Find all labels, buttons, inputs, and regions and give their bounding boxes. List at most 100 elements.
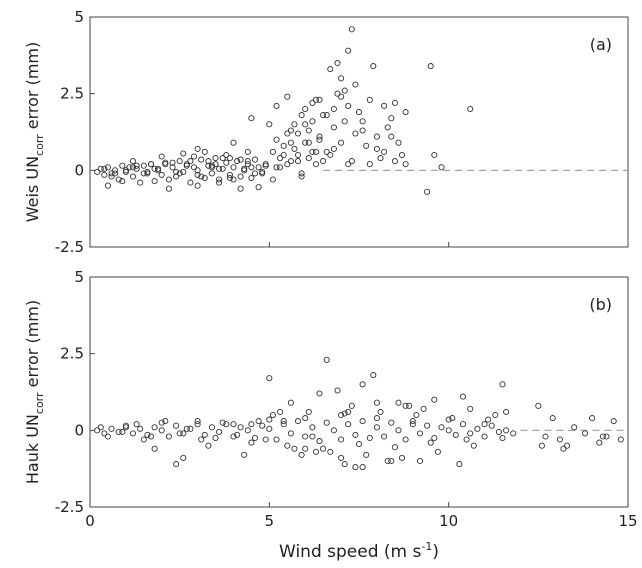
panel-b-data-point: [409, 421, 416, 428]
panel-b-data-point: [445, 416, 452, 423]
panel-a-data-point: [241, 165, 248, 172]
panel-a-data-point: [169, 159, 176, 166]
panel-a-data-point: [244, 161, 251, 168]
panel-b-data-point: [452, 431, 459, 438]
panel-a-data-point: [327, 66, 334, 73]
panel-b-data-point: [234, 431, 241, 438]
panel-b-data-point: [599, 433, 606, 440]
panel-a-data-point: [398, 151, 406, 159]
panel-a-data-point: [190, 153, 198, 160]
panel-b-data-point: [266, 425, 273, 432]
panel-a-data-point: [323, 112, 330, 119]
panel-a-data-point: [151, 178, 158, 185]
panel-a-data-point: [388, 133, 395, 140]
panel-a-ytick-label: 5: [74, 8, 84, 26]
panel-a-y-axis-label: Weis UNcorr error (mm): [23, 42, 46, 222]
panel-a-data-point: [194, 182, 201, 189]
panel-a-data-point: [162, 161, 169, 168]
panel-a-data-point: [377, 155, 384, 162]
panel-b-data-point: [323, 419, 330, 426]
panel-a-data-point: [287, 158, 294, 165]
panel-b-data-point: [201, 431, 208, 438]
panel-a-data-point: [226, 155, 233, 162]
panel-a-data-point: [388, 115, 395, 122]
panel-a-data-point: [391, 158, 398, 165]
panel-b-data-point: [280, 421, 287, 428]
panel-b-data-point: [366, 434, 373, 442]
panel-a-data-point: [438, 164, 445, 171]
panel-a-data-point: [180, 168, 187, 175]
panel-a-data-point: [284, 161, 291, 168]
panel-b-data-point: [158, 427, 165, 434]
panel-a-data-point: [316, 96, 323, 103]
panel-b-data-point: [298, 451, 305, 458]
panel-b-data-point: [122, 424, 129, 431]
panel-b-data-point: [388, 419, 395, 426]
panel-b-data-point: [338, 454, 345, 461]
panel-b-data-point: [463, 436, 470, 443]
panel-b-data-point: [395, 427, 402, 434]
panel-a-data-point: [309, 118, 316, 125]
panel-b-data-point: [327, 448, 334, 455]
panel-b-data-point: [309, 424, 316, 431]
panel-a-data-point: [187, 158, 194, 165]
panel-a-data-point: [244, 158, 251, 165]
panel-b-hauk-scatter: 52.50-2.50 5 10 15 (b) Hauk UNcorr error (m…: [23, 268, 638, 530]
panel-a-data-point: [352, 81, 359, 88]
panel-b-data-point: [212, 434, 219, 442]
panel-a-data-point: [338, 93, 345, 100]
panel-a-data-point: [230, 139, 237, 146]
panel-a-data-point: [255, 184, 262, 191]
panel-b-ticks: 52.50-2.50 5 10 15: [55, 268, 638, 530]
panel-b-data-point: [535, 402, 542, 409]
panel-b-data-point: [563, 442, 571, 449]
panel-a-data-point: [101, 171, 108, 178]
panel-a-data-point: [348, 158, 355, 165]
panel-b-data-point: [409, 418, 416, 425]
panel-a-data-point: [402, 109, 409, 116]
panel-a-data-point: [284, 93, 291, 100]
panel-a-data-point: [137, 179, 144, 186]
panel-b-data-point: [431, 396, 438, 403]
panel-a-ytick-label: -2.5: [55, 238, 84, 256]
panel-a-data-point: [291, 145, 298, 152]
panel-a-data-point: [370, 63, 377, 70]
panel-a-data-point: [294, 151, 302, 159]
panel-a-data-point: [212, 161, 219, 168]
panel-b-data-point: [194, 421, 201, 428]
panel-b-data-point: [266, 375, 273, 382]
panel-a-data-point: [305, 139, 312, 146]
panel-a-data-point: [151, 165, 158, 172]
panel-a-data-point: [266, 121, 273, 128]
panel-b-data-point: [542, 433, 549, 440]
panel-b-data-point: [129, 430, 137, 437]
panel-a-data-point: [219, 165, 226, 172]
panel-a-data-point: [287, 139, 294, 146]
panel-a-data-point: [208, 164, 215, 171]
panel-b-data-point: [445, 427, 452, 434]
panel-b-data-point: [173, 422, 180, 429]
panel-b-data-point: [345, 421, 352, 428]
panel-a-data-point: [298, 170, 305, 177]
panel-a-data-point: [348, 26, 355, 33]
panel-b-data-point: [413, 411, 420, 419]
panel-b-data-point: [241, 451, 248, 458]
panel-b-data-point: [467, 405, 474, 412]
panel-a-data-point: [115, 176, 122, 183]
panel-b-data-point: [589, 415, 596, 422]
panel-b-data-point: [280, 418, 287, 425]
panel-a-data-point: [122, 167, 129, 174]
panel-b-data-point: [495, 428, 502, 435]
panel-a-data-point: [198, 173, 205, 180]
panel-b-data-point: [137, 425, 144, 432]
panel-a-data-point: [309, 148, 316, 155]
panel-b-data-point: [312, 448, 320, 455]
panel-a-data-point: [230, 176, 237, 183]
panel-a-data-point: [180, 150, 187, 157]
panel-b-data-point: [248, 421, 255, 428]
panel-b-data-point: [162, 418, 169, 425]
panel-b-data-point: [291, 445, 298, 452]
panel-b-data-point: [230, 433, 237, 440]
panel-a-data-point: [305, 127, 312, 134]
panel-b-data-point: [470, 442, 477, 449]
